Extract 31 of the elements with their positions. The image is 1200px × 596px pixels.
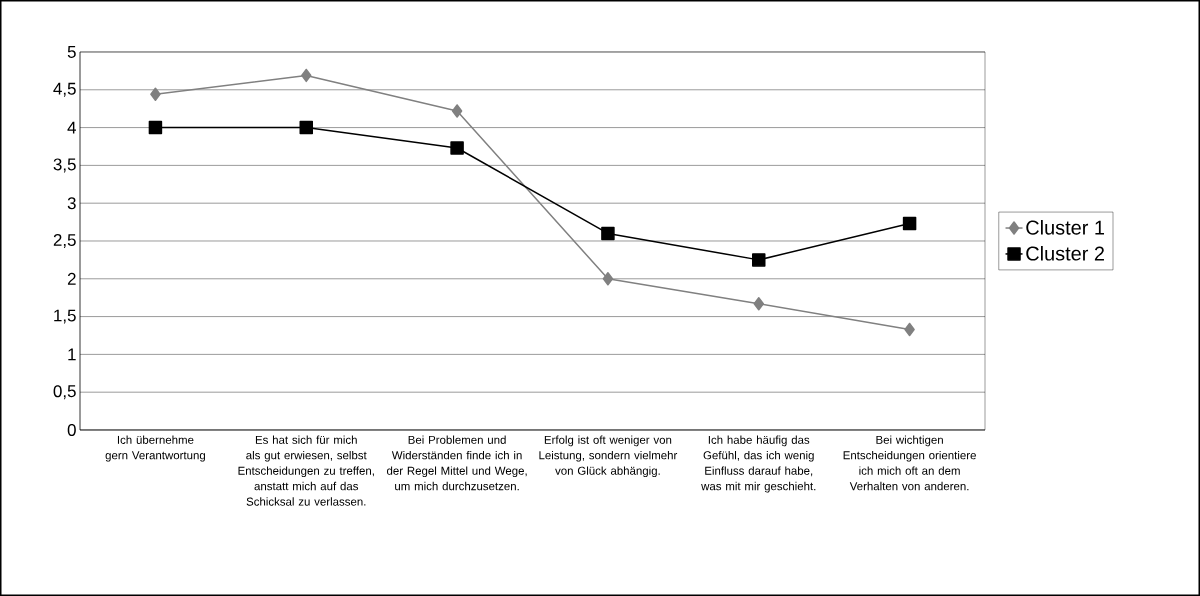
- point: [902, 216, 917, 231]
- y-tick-label: 3,5: [53, 158, 76, 173]
- y-tick-label: 1: [68, 348, 76, 361]
- x-tick-label: Ich übernehme gern Verantwortung: [105, 435, 205, 462]
- x-tick-label: Erfolg ist oft weniger von Leistung, sondern vielmehr von Glück abhängig.: [539, 435, 678, 478]
- point: [752, 253, 766, 267]
- y-tick-label: 5: [67, 46, 76, 58]
- legend-label: Cluster 1: [1026, 220, 1105, 235]
- y-tick-label: 4: [67, 121, 76, 134]
- legend-label: Cluster 2: [1026, 245, 1104, 261]
- point: [601, 226, 615, 241]
- x-tick-label: Bei Problemen und Widerständen finde ich in der Regel Mittel und Wege, um mich durchzusetzen.: [386, 435, 527, 491]
- point: [450, 141, 464, 155]
- y-tick-label: 2,5: [53, 233, 76, 248]
- point: [148, 120, 163, 135]
- point: [753, 296, 765, 311]
- point: [451, 104, 463, 118]
- x-tick-label: Ich habe häufig das Gefühl, das ich wenig Einfluss darauf habe, was mit mir geschieht.: [701, 435, 816, 493]
- x-tick-label: Bei wichtigen Entscheidungen orientiere ich mich oft an dem Verhalten von anderen.: [843, 435, 976, 491]
- y-tick-label: 0,5: [53, 385, 76, 400]
- y-tick-label: 4,5: [53, 82, 76, 97]
- y-tick-label: 0: [67, 423, 76, 436]
- y-tick-label: 2: [67, 272, 76, 285]
- y-tick-label: 3: [67, 197, 76, 210]
- x-tick-label: Es hat sich für mich als gut erwiesen, selbst Entscheidungen zu treffen, anstatt mich auf das Schicksal zu verlassen.: [238, 435, 374, 506]
- point: [602, 272, 614, 286]
- point: [299, 120, 314, 135]
- y-tick-label: 1,5: [54, 309, 76, 324]
- point: [904, 322, 915, 337]
- point: [301, 68, 312, 83]
- point: [150, 87, 161, 102]
